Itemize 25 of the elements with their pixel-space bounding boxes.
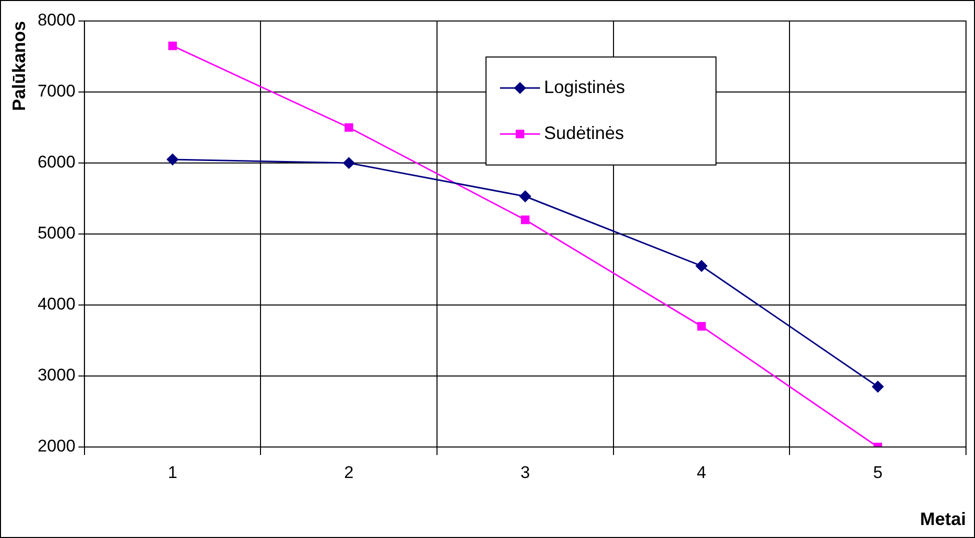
x-tick-label: 3 (520, 462, 530, 482)
point (344, 123, 354, 132)
y-tick-label: 5000 (38, 224, 76, 243)
point (519, 190, 531, 202)
x-tick-label: 2 (344, 462, 354, 482)
point (520, 216, 530, 224)
y-tick-label: 3000 (38, 366, 76, 385)
y-tick-label: 8000 (38, 10, 76, 30)
y-tick-label: 4000 (38, 294, 76, 314)
x-tick-label: 4 (696, 462, 706, 482)
y-axis-title: Palūkanos (8, 21, 29, 112)
point (872, 380, 884, 392)
point (343, 157, 355, 169)
legend-label: Logistinės (544, 76, 626, 97)
y-tick-label: 2000 (38, 436, 76, 456)
x-tick-label: 5 (873, 462, 883, 482)
point (166, 154, 178, 166)
y-tick-label: 6000 (38, 152, 76, 172)
legend-label: Sudėtinės (544, 122, 624, 143)
point (697, 322, 706, 331)
x-axis-title: Metai (920, 509, 966, 530)
y-tick-label: 7000 (38, 82, 76, 101)
point (696, 260, 708, 272)
point (168, 42, 177, 50)
x-tick-label: 1 (168, 462, 178, 482)
